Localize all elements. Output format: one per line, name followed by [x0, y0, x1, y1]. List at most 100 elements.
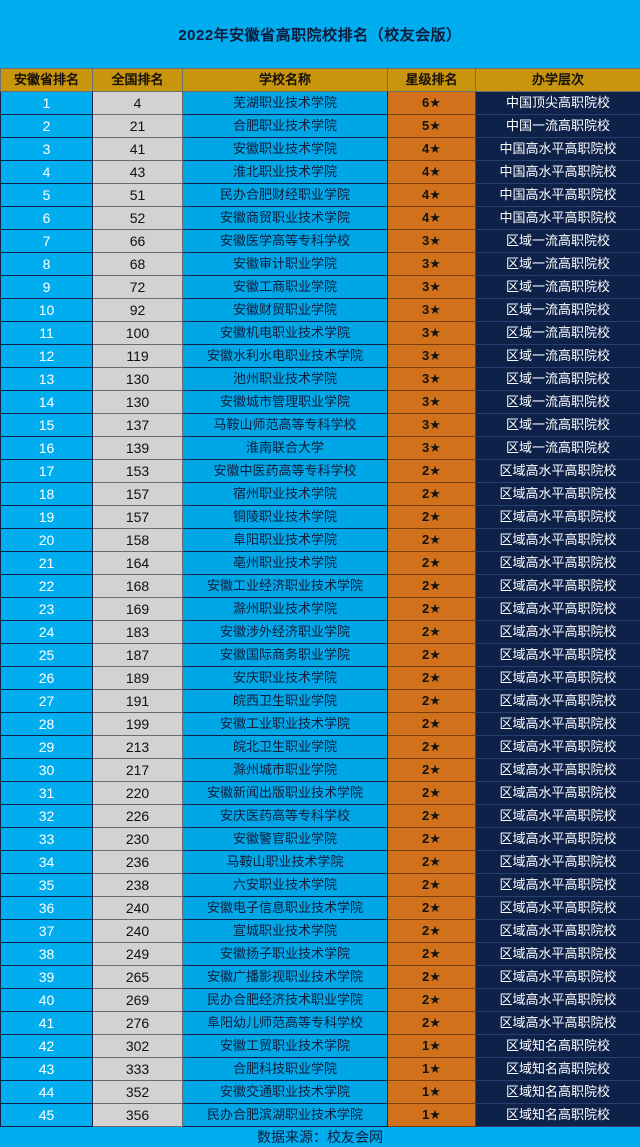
cell-province-rank: 6: [1, 207, 93, 230]
cell-level: 区域高水平高职院校: [476, 897, 640, 920]
cell-national-rank: 157: [93, 506, 183, 529]
cell-national-rank: 199: [93, 713, 183, 736]
cell-star-rank: 2★: [388, 828, 476, 851]
cell-national-rank: 240: [93, 920, 183, 943]
cell-province-rank: 19: [1, 506, 93, 529]
cell-level: 中国高水平高职院校: [476, 207, 640, 230]
cell-star-rank: 3★: [388, 322, 476, 345]
cell-school-name: 安徽水利水电职业技术学院: [183, 345, 388, 368]
cell-province-rank: 3: [1, 138, 93, 161]
cell-level: 区域知名高职院校: [476, 1035, 640, 1058]
cell-national-rank: 230: [93, 828, 183, 851]
cell-star-rank: 6★: [388, 92, 476, 115]
cell-level: 区域一流高职院校: [476, 345, 640, 368]
cell-province-rank: 43: [1, 1058, 93, 1081]
cell-province-rank: 7: [1, 230, 93, 253]
cell-school-name: 淮南联合大学: [183, 437, 388, 460]
cell-province-rank: 38: [1, 943, 93, 966]
cell-province-rank: 16: [1, 437, 93, 460]
cell-level: 区域一流高职院校: [476, 414, 640, 437]
cell-national-rank: 137: [93, 414, 183, 437]
cell-school-name: 池州职业技术学院: [183, 368, 388, 391]
cell-national-rank: 356: [93, 1104, 183, 1127]
cell-school-name: 安徽涉外经济职业学院: [183, 621, 388, 644]
cell-level: 区域高水平高职院校: [476, 828, 640, 851]
cell-star-rank: 2★: [388, 529, 476, 552]
cell-star-rank: 4★: [388, 138, 476, 161]
cell-national-rank: 269: [93, 989, 183, 1012]
cell-school-name: 皖西卫生职业学院: [183, 690, 388, 713]
cell-star-rank: 5★: [388, 115, 476, 138]
cell-national-rank: 51: [93, 184, 183, 207]
cell-level: 中国顶尖高职院校: [476, 92, 640, 115]
cell-star-rank: 2★: [388, 920, 476, 943]
cell-province-rank: 36: [1, 897, 93, 920]
cell-province-rank: 37: [1, 920, 93, 943]
cell-school-name: 合肥科技职业学院: [183, 1058, 388, 1081]
cell-province-rank: 18: [1, 483, 93, 506]
cell-national-rank: 169: [93, 598, 183, 621]
cell-level: 区域高水平高职院校: [476, 506, 640, 529]
cell-school-name: 安徽工商职业学院: [183, 276, 388, 299]
cell-level: 区域知名高职院校: [476, 1058, 640, 1081]
cell-province-rank: 29: [1, 736, 93, 759]
cell-star-rank: 2★: [388, 851, 476, 874]
cell-level: 区域高水平高职院校: [476, 598, 640, 621]
footer-bar: 数据来源：校友会网: [0, 1127, 640, 1147]
cell-school-name: 合肥职业技术学院: [183, 115, 388, 138]
cell-school-name: 宿州职业技术学院: [183, 483, 388, 506]
cell-province-rank: 13: [1, 368, 93, 391]
cell-level: 区域高水平高职院校: [476, 460, 640, 483]
cell-star-rank: 2★: [388, 943, 476, 966]
cell-school-name: 安徽工贸职业技术学院: [183, 1035, 388, 1058]
cell-national-rank: 276: [93, 1012, 183, 1035]
cell-national-rank: 4: [93, 92, 183, 115]
cell-star-rank: 2★: [388, 667, 476, 690]
cell-national-rank: 52: [93, 207, 183, 230]
cell-star-rank: 2★: [388, 506, 476, 529]
cell-national-rank: 158: [93, 529, 183, 552]
cell-star-rank: 2★: [388, 736, 476, 759]
cell-level: 区域一流高职院校: [476, 230, 640, 253]
cell-national-rank: 139: [93, 437, 183, 460]
cell-star-rank: 2★: [388, 874, 476, 897]
cell-level: 中国高水平高职院校: [476, 184, 640, 207]
cell-level: 区域高水平高职院校: [476, 690, 640, 713]
cell-star-rank: 4★: [388, 161, 476, 184]
cell-level: 区域高水平高职院校: [476, 759, 640, 782]
cell-province-rank: 22: [1, 575, 93, 598]
cell-province-rank: 23: [1, 598, 93, 621]
cell-level: 区域一流高职院校: [476, 322, 640, 345]
cell-province-rank: 2: [1, 115, 93, 138]
cell-province-rank: 20: [1, 529, 93, 552]
column-header-province-rank: 安徽省排名: [1, 69, 93, 92]
cell-school-name: 安徽国际商务职业学院: [183, 644, 388, 667]
cell-school-name: 民办合肥经济技术职业学院: [183, 989, 388, 1012]
cell-province-rank: 45: [1, 1104, 93, 1127]
cell-level: 区域高水平高职院校: [476, 483, 640, 506]
cell-star-rank: 2★: [388, 805, 476, 828]
cell-school-name: 安徽商贸职业技术学院: [183, 207, 388, 230]
cell-star-rank: 2★: [388, 966, 476, 989]
cell-star-rank: 3★: [388, 345, 476, 368]
cell-national-rank: 153: [93, 460, 183, 483]
cell-level: 区域高水平高职院校: [476, 713, 640, 736]
cell-star-rank: 2★: [388, 598, 476, 621]
cell-star-rank: 2★: [388, 483, 476, 506]
